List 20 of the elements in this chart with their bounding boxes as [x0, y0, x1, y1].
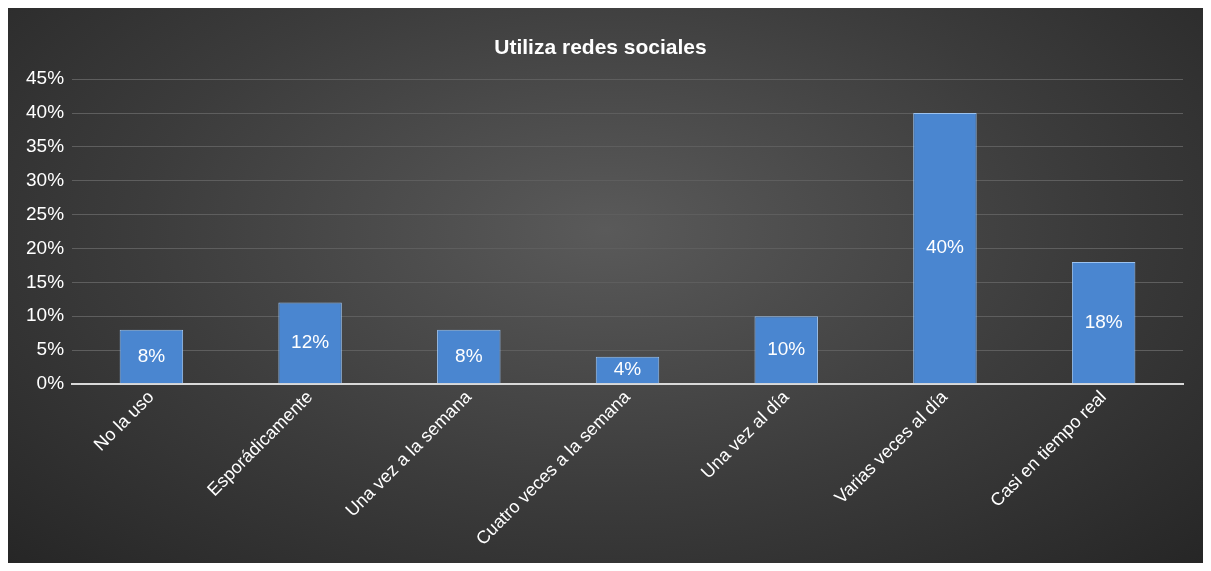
data-label: 4%	[613, 358, 642, 380]
x-tick-label: No la uso	[89, 386, 158, 455]
y-tick-label: 5%	[36, 338, 65, 360]
y-tick-label: 35%	[26, 135, 65, 157]
y-tick-label: 20%	[26, 236, 65, 258]
y-tick-label: 45%	[26, 67, 65, 89]
data-label: 8%	[137, 344, 166, 366]
y-tick-label: 40%	[26, 101, 65, 123]
y-tick-label: 25%	[26, 202, 65, 224]
y-tick-label: 15%	[26, 270, 65, 292]
y-tick-label: 0%	[36, 372, 65, 394]
y-tick-label: 30%	[26, 168, 65, 190]
data-label: 40%	[925, 236, 965, 258]
chart-title: Utiliza redes sociales	[494, 35, 707, 59]
x-tick-label: Una vez al día	[697, 386, 794, 483]
y-tick-label: 10%	[26, 304, 65, 326]
data-label: 8%	[455, 344, 483, 366]
data-label: 10%	[767, 338, 806, 359]
data-label: 18%	[1084, 310, 1123, 332]
data-label: 12%	[291, 331, 330, 353]
